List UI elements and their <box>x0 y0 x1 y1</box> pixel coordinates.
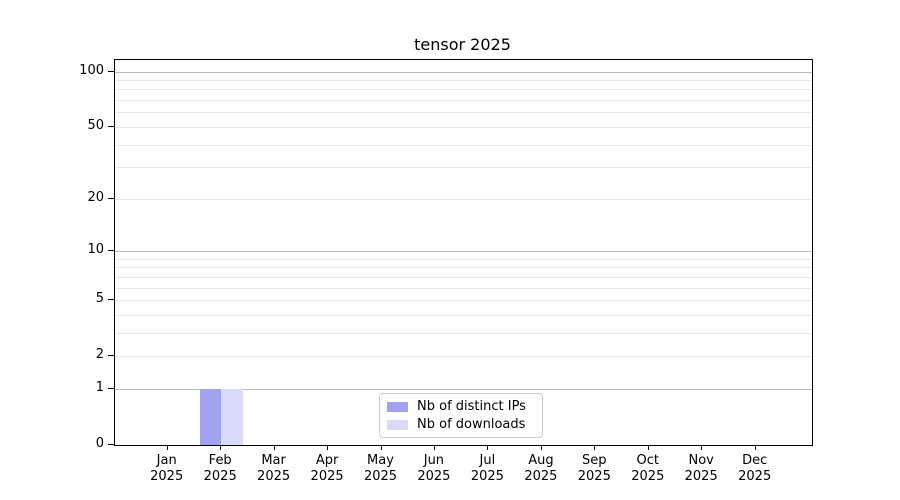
minor-gridline <box>115 100 812 102</box>
y-tick-label: 20 <box>87 189 104 205</box>
x-tick-mark <box>701 445 703 450</box>
minor-gridline <box>115 144 812 146</box>
x-tick-month: Sep <box>582 453 607 468</box>
x-tick-mark <box>166 445 168 450</box>
y-tick-label: 10 <box>87 242 104 257</box>
minor-gridline <box>115 112 812 114</box>
x-tick-mark <box>273 445 275 450</box>
x-tick-month: Jan <box>156 453 177 468</box>
x-tick-label: Oct 2025 <box>608 453 688 484</box>
minor-gridline <box>115 167 812 169</box>
minor-gridline <box>115 276 812 278</box>
y-tick-mark <box>108 444 114 445</box>
x-tick-month: Nov <box>688 453 714 468</box>
x-tick-label: Nov 2025 <box>661 453 741 484</box>
x-tick-month: Dec <box>742 453 768 468</box>
x-tick-year: 2025 <box>310 468 344 484</box>
bar-downloads <box>221 388 243 445</box>
x-tick-year: 2025 <box>684 468 718 484</box>
x-tick-year: 2025 <box>150 468 184 484</box>
y-tick-label: 2 <box>95 347 104 363</box>
legend: Nb of distinct IPs Nb of downloads <box>379 393 543 438</box>
x-tick-label: Aug 2025 <box>501 453 581 484</box>
x-tick-label: Mar 2025 <box>234 453 314 484</box>
y-tick-mark <box>108 355 114 357</box>
minor-gridline <box>115 89 812 91</box>
plot-area: Nb of distinct IPs Nb of downloads <box>114 59 813 446</box>
y-tick-mark <box>108 299 114 300</box>
legend-swatch-distinct-ips-icon <box>387 402 408 412</box>
y-tick-label: 100 <box>79 62 104 78</box>
minor-gridline <box>115 198 812 200</box>
x-tick-mark <box>433 445 435 450</box>
x-tick-year: 2025 <box>257 468 291 484</box>
x-tick-mark <box>220 445 222 450</box>
y-tick-mark <box>108 250 114 251</box>
chart-title: tensor 2025 <box>414 35 511 54</box>
minor-gridline <box>115 332 812 334</box>
x-tick-year: 2025 <box>738 468 772 484</box>
y-tick-mark <box>108 125 114 127</box>
x-tick-label: Feb 2025 <box>180 453 260 484</box>
legend-label-distinct-ips: Nb of distinct IPs <box>417 399 526 414</box>
x-tick-year: 2025 <box>417 468 451 484</box>
x-tick-label: Jul 2025 <box>447 453 527 484</box>
x-tick-month: Apr <box>315 453 339 468</box>
legend-label-downloads: Nb of downloads <box>417 417 526 432</box>
y-tick-label: 0 <box>95 436 104 451</box>
minor-gridline <box>115 80 812 81</box>
minor-gridline <box>115 287 812 289</box>
x-tick-year: 2025 <box>203 468 237 484</box>
x-tick-year: 2025 <box>524 468 558 484</box>
y-tick-mark <box>108 70 114 72</box>
x-tick-year: 2025 <box>577 468 611 484</box>
x-tick-month: Mar <box>261 453 286 468</box>
x-tick-month: Oct <box>636 453 660 468</box>
x-tick-mark <box>594 445 596 450</box>
minor-gridline <box>115 356 812 358</box>
x-tick-label: Apr 2025 <box>287 453 367 484</box>
legend-item-downloads: Nb of downloads <box>387 417 535 433</box>
x-tick-mark <box>487 445 489 450</box>
x-tick-month: Aug <box>528 453 554 468</box>
minor-gridline <box>115 258 812 260</box>
x-tick-label: Sep 2025 <box>554 453 634 484</box>
y-tick-label: 1 <box>95 379 104 395</box>
legend-swatch-downloads-icon <box>387 420 408 430</box>
x-tick-month: May <box>367 453 394 468</box>
x-tick-label: Jan 2025 <box>127 453 207 484</box>
minor-gridline <box>115 267 812 269</box>
x-tick-mark <box>380 445 382 450</box>
x-tick-year: 2025 <box>363 468 398 484</box>
minor-gridline <box>115 314 812 316</box>
y-tick-label: 5 <box>95 291 104 306</box>
x-tick-month: Feb <box>208 453 232 468</box>
minor-gridline <box>115 300 812 301</box>
y-tick-mark <box>108 387 114 389</box>
x-tick-mark <box>754 445 756 450</box>
y-tick-mark <box>108 197 114 199</box>
y-tick-label: 50 <box>87 117 104 133</box>
x-tick-month: Jul <box>479 453 496 468</box>
x-tick-year: 2025 <box>470 468 504 484</box>
x-tick-month: Jun <box>423 453 445 468</box>
x-tick-year: 2025 <box>631 468 665 484</box>
bar-distinct-ips <box>199 388 222 445</box>
legend-item-distinct-ips: Nb of distinct IPs <box>387 399 535 415</box>
major-gridline <box>115 71 812 73</box>
x-tick-label: Jun 2025 <box>394 453 474 484</box>
minor-gridline <box>115 126 812 128</box>
x-tick-label: Dec 2025 <box>715 453 795 484</box>
x-tick-label: May 2025 <box>341 453 421 484</box>
x-tick-mark <box>647 445 649 450</box>
major-gridline <box>115 251 812 252</box>
major-gridline <box>115 388 812 390</box>
x-tick-mark <box>540 445 542 450</box>
x-tick-mark <box>327 445 329 450</box>
